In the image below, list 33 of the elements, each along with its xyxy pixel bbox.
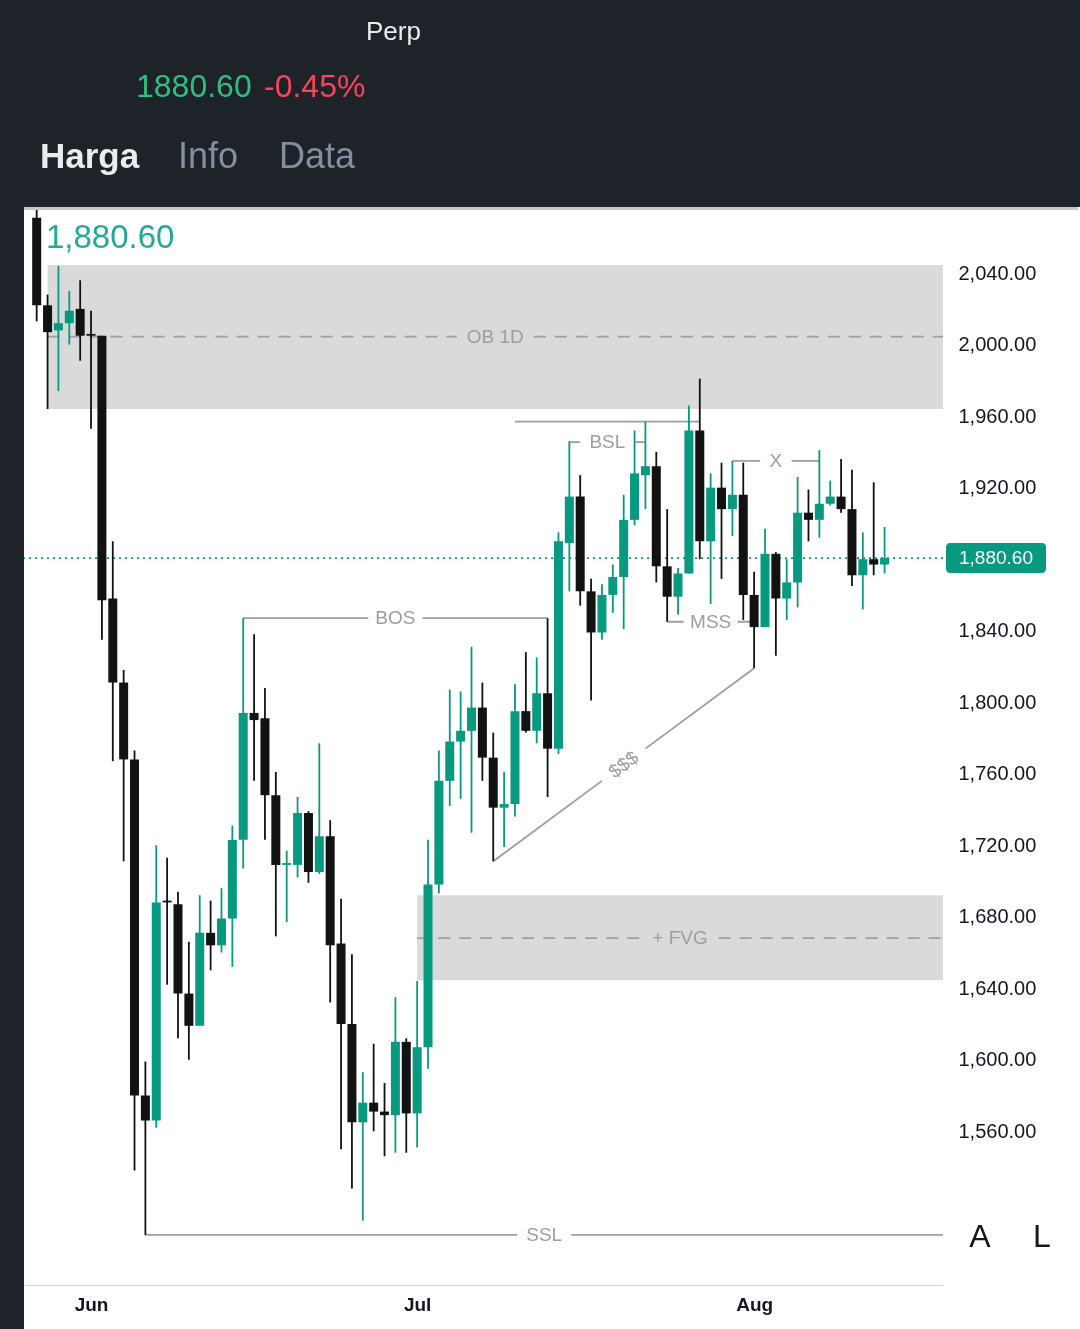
y-tick-label: 1,640.00 <box>958 976 1037 999</box>
y-tick-label: 1,840.00 <box>958 619 1037 642</box>
y-tick-label: 1,800.00 <box>958 690 1037 713</box>
y-tick-label: 1,680.00 <box>958 905 1037 928</box>
text: L <box>1033 1218 1051 1254</box>
series-label: BOS <box>375 607 416 629</box>
y-tick-label: 1,720.00 <box>958 833 1037 856</box>
y-tick-label: 1,560.00 <box>958 1119 1037 1142</box>
series-label: SSL <box>526 1223 563 1245</box>
series-label: + FVG <box>652 927 708 949</box>
text: Perp <box>366 16 421 46</box>
y-tick-label: 1,960.00 <box>958 404 1037 427</box>
text: Info <box>178 135 239 176</box>
x-tick-label: Jul <box>403 1293 432 1315</box>
ref-line-label: 1,880.60 <box>959 547 1033 569</box>
series-label: OB 1D <box>466 325 524 347</box>
y-tick-label: 1,600.00 <box>958 1048 1037 1071</box>
series-label: X <box>769 449 783 471</box>
text: 1880.60 <box>136 68 252 104</box>
text: Data <box>279 135 357 176</box>
series-label: MSS <box>690 610 732 632</box>
text: $$$ <box>604 746 643 783</box>
y-tick-label: 1,920.00 <box>958 476 1037 499</box>
annotation: 1,880.60 <box>46 218 175 255</box>
series-label: BSL <box>589 431 626 453</box>
y-tick-label: 1,760.00 <box>958 762 1037 785</box>
x-tick-label: Jun <box>74 1293 109 1315</box>
y-tick-label: 2,040.00 <box>958 261 1037 284</box>
text: -0.45% <box>264 68 366 104</box>
y-tick-label: 2,000.00 <box>958 333 1037 356</box>
x-tick-label: Aug <box>736 1293 774 1315</box>
text: Harga <box>40 136 140 175</box>
text: A <box>969 1218 992 1254</box>
